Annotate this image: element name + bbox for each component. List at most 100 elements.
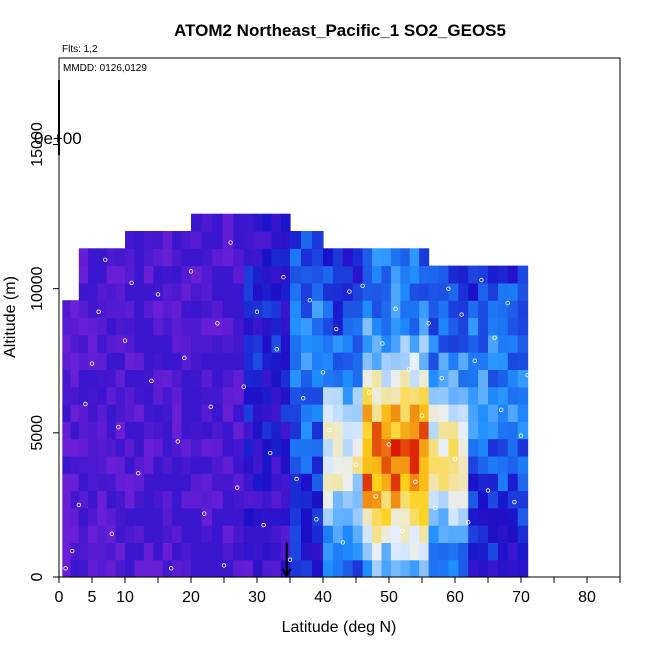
heatmap-cell — [301, 248, 313, 267]
heatmap-cell — [191, 369, 203, 388]
flight-track-point — [367, 390, 372, 395]
heatmap-cell — [78, 317, 89, 336]
heatmap-cell — [271, 282, 282, 301]
heatmap-cell — [162, 248, 173, 267]
heatmap-cell — [312, 455, 324, 474]
heatmap-cell — [438, 386, 449, 405]
chart-title: ATOM2 Northeast_Pacific_1 SO2_GEOS5 — [174, 21, 506, 40]
heatmap-cell — [212, 213, 224, 232]
heatmap-cell — [312, 352, 324, 370]
heatmap-cell — [115, 455, 126, 474]
heatmap-cell — [172, 507, 183, 526]
heatmap-cell — [212, 231, 224, 249]
heatmap-cell — [70, 404, 80, 422]
heatmap-cell — [172, 317, 183, 336]
flight-track-point — [307, 298, 312, 303]
heatmap-cell — [352, 352, 364, 370]
heatmap-cell — [362, 542, 373, 561]
heatmap-cell — [106, 369, 117, 388]
heatmap-cell — [468, 352, 479, 370]
heatmap-cell — [78, 507, 89, 526]
heatmap-cell — [153, 317, 164, 336]
heatmap-cell — [253, 438, 263, 457]
heatmap-cell — [400, 473, 411, 492]
flight-track-point — [380, 341, 385, 346]
heatmap-cell — [88, 507, 98, 526]
heatmap-cell — [352, 490, 364, 509]
flight-track-point — [452, 456, 458, 461]
heatmap-cell — [438, 507, 449, 526]
heatmap-cell — [233, 317, 245, 336]
heatmap-cell — [88, 438, 98, 457]
heatmap-cell — [181, 352, 192, 370]
heatmap-cell — [222, 282, 234, 301]
heatmap-cell — [243, 334, 254, 353]
heatmap-cell — [390, 265, 401, 284]
heatmap-cell — [70, 334, 80, 353]
heatmap-cell — [222, 455, 234, 474]
heatmap-cell — [458, 559, 469, 578]
heatmap-cell — [262, 490, 273, 509]
heatmap-band — [125, 231, 192, 578]
heatmap-cell — [458, 386, 469, 405]
heatmap-cell — [478, 282, 489, 301]
heatmap-cell — [312, 282, 324, 301]
heatmap-cell — [362, 317, 373, 336]
heatmap-cell — [478, 507, 489, 526]
heatmap-cell — [381, 334, 392, 353]
heatmap-cell — [212, 386, 224, 405]
heatmap-cell — [115, 473, 126, 492]
heatmap-cell — [409, 455, 420, 474]
heatmap-cell — [191, 455, 203, 474]
heatmap-cell — [448, 455, 459, 474]
heatmap-cell — [172, 231, 183, 249]
heatmap-cell — [201, 248, 213, 267]
heatmap-cell — [162, 404, 173, 422]
heatmap-cell — [507, 525, 519, 543]
heatmap-cell — [78, 352, 89, 370]
heatmap-cell — [448, 300, 459, 319]
heatmap-cell — [97, 282, 108, 301]
heatmap-cell — [134, 455, 145, 474]
heatmap-cell — [253, 507, 263, 526]
heatmap-cell — [97, 455, 108, 474]
heatmap-cell — [409, 559, 420, 578]
y-axis-label: Altitude (m) — [2, 276, 19, 358]
x-axis-label: Latitude (deg N) — [282, 619, 397, 636]
heatmap-cell — [201, 213, 213, 232]
heatmap-cell — [301, 542, 313, 561]
heatmap-cell — [253, 282, 263, 301]
heatmap-cell — [191, 248, 203, 267]
y-tick-label: 10000 — [29, 266, 46, 311]
heatmap-cell — [201, 421, 213, 440]
heatmap-cell — [468, 559, 479, 578]
heatmap-cell — [497, 317, 509, 336]
heatmap-cell — [409, 490, 420, 509]
heatmap-cell — [478, 490, 489, 509]
heatmap-cell — [181, 421, 192, 440]
flight-track-point — [221, 563, 227, 568]
heatmap-cell — [62, 490, 72, 509]
heatmap-cell — [301, 300, 313, 319]
flight-track-point — [83, 401, 88, 407]
flight-track-point — [182, 355, 187, 361]
heatmap-cell — [497, 265, 509, 284]
x-tick-label: 10 — [116, 589, 134, 606]
heatmap-cell — [125, 525, 136, 543]
heatmap-cell — [191, 559, 203, 578]
heatmap-cell — [153, 438, 164, 457]
heatmap-cell — [153, 369, 164, 388]
heatmap-cell — [271, 352, 282, 370]
heatmap-cell — [153, 404, 164, 422]
heatmap-cell — [517, 473, 529, 492]
flight-track-point — [393, 306, 398, 312]
heatmap-cell — [290, 473, 302, 492]
heatmap-cell — [458, 404, 469, 422]
heatmap-cell — [78, 300, 89, 319]
heatmap-cell — [507, 559, 519, 578]
heatmap-cell — [362, 334, 373, 353]
heatmap-cell — [201, 300, 213, 319]
heatmap-cell — [201, 559, 213, 578]
heatmap-cell — [488, 265, 499, 284]
heatmap-cell — [409, 542, 420, 561]
